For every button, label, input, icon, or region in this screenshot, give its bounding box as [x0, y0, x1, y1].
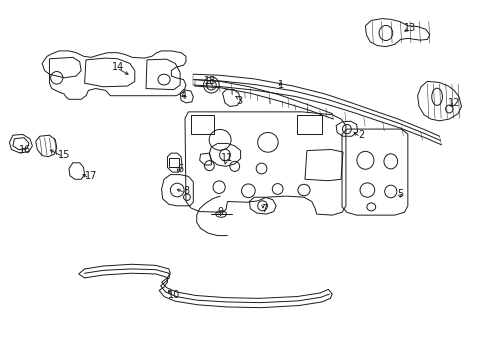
Text: 6: 6 [177, 164, 183, 174]
Text: 7: 7 [260, 204, 266, 214]
Text: 11: 11 [221, 153, 233, 163]
Text: 18: 18 [204, 76, 216, 86]
Text: 12: 12 [447, 98, 459, 108]
Text: 3: 3 [236, 96, 242, 106]
Text: 16: 16 [19, 144, 31, 154]
Text: 5: 5 [397, 189, 403, 199]
Text: 13: 13 [404, 23, 416, 33]
Text: 9: 9 [217, 207, 223, 217]
Text: 8: 8 [183, 186, 189, 196]
Bar [297, 115, 321, 134]
Text: 2: 2 [358, 130, 364, 140]
Bar [169, 158, 179, 167]
Text: 10: 10 [167, 290, 180, 300]
Bar [190, 115, 214, 134]
Text: 14: 14 [111, 62, 123, 72]
Text: 4: 4 [180, 91, 186, 101]
Text: 1: 1 [278, 80, 284, 90]
Text: 15: 15 [58, 150, 70, 160]
Text: 17: 17 [84, 171, 97, 181]
